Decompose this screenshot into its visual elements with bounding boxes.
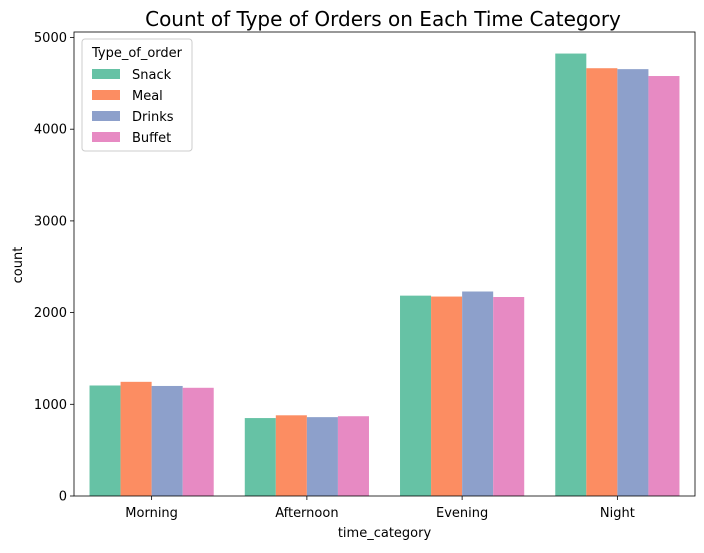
y-tick-label: 3000 bbox=[34, 214, 67, 229]
bar-snack-morning bbox=[89, 385, 121, 496]
legend-label-meal: Meal bbox=[132, 89, 163, 104]
legend-swatch-snack bbox=[92, 69, 120, 79]
bar-buffet-evening bbox=[493, 297, 525, 496]
y-tick-label: 1000 bbox=[34, 398, 67, 413]
bar-snack-evening bbox=[400, 295, 432, 496]
bar-buffet-afternoon bbox=[337, 416, 369, 496]
legend-box bbox=[81, 38, 193, 152]
y-tick-label: 4000 bbox=[34, 123, 67, 138]
y-tick-label: 2000 bbox=[34, 306, 67, 321]
axes-group: 0 1000 2000 3000 4000 5000 Morning Afternoon Eve… bbox=[34, 31, 696, 521]
bars-group bbox=[89, 53, 680, 497]
bar-meal-evening bbox=[431, 296, 463, 496]
legend-swatch-drinks bbox=[92, 111, 120, 121]
y-tick-label: 0 bbox=[59, 490, 67, 505]
x-axis-label: time_category bbox=[338, 526, 432, 541]
bar-snack-night bbox=[555, 53, 587, 497]
x-tick-label-night: Night bbox=[600, 506, 635, 521]
legend-label-buffet: Buffet bbox=[132, 131, 171, 146]
legend-swatch-buffet bbox=[92, 132, 120, 142]
legend-label-drinks: Drinks bbox=[132, 110, 174, 125]
legend-label-snack: Snack bbox=[132, 68, 172, 83]
x-tick-label-morning: Morning bbox=[125, 506, 178, 521]
bar-drinks-morning bbox=[151, 385, 183, 496]
bar-drinks-night bbox=[617, 69, 649, 496]
legend-swatch-meal bbox=[92, 90, 120, 100]
legend: Type_of_order Snack Meal Drinks Buffet bbox=[81, 38, 193, 152]
bar-meal-night bbox=[586, 68, 618, 496]
bar-buffet-morning bbox=[182, 387, 214, 496]
bar-drinks-evening bbox=[462, 291, 494, 496]
x-tick-label-afternoon: Afternoon bbox=[275, 506, 338, 521]
bar-buffet-night bbox=[648, 76, 680, 497]
plot-frame bbox=[73, 31, 696, 497]
bar-meal-morning bbox=[120, 381, 152, 496]
chart-title: Count of Type of Orders on Each Time Cat… bbox=[145, 7, 621, 31]
legend-title: Type_of_order bbox=[91, 46, 183, 61]
y-axis-label: count bbox=[11, 247, 26, 284]
bar-drinks-afternoon bbox=[306, 417, 338, 496]
bar-snack-afternoon bbox=[244, 418, 276, 496]
x-tick-label-evening: Evening bbox=[436, 506, 488, 521]
bar-meal-afternoon bbox=[275, 415, 307, 496]
y-tick-label: 5000 bbox=[34, 31, 67, 46]
